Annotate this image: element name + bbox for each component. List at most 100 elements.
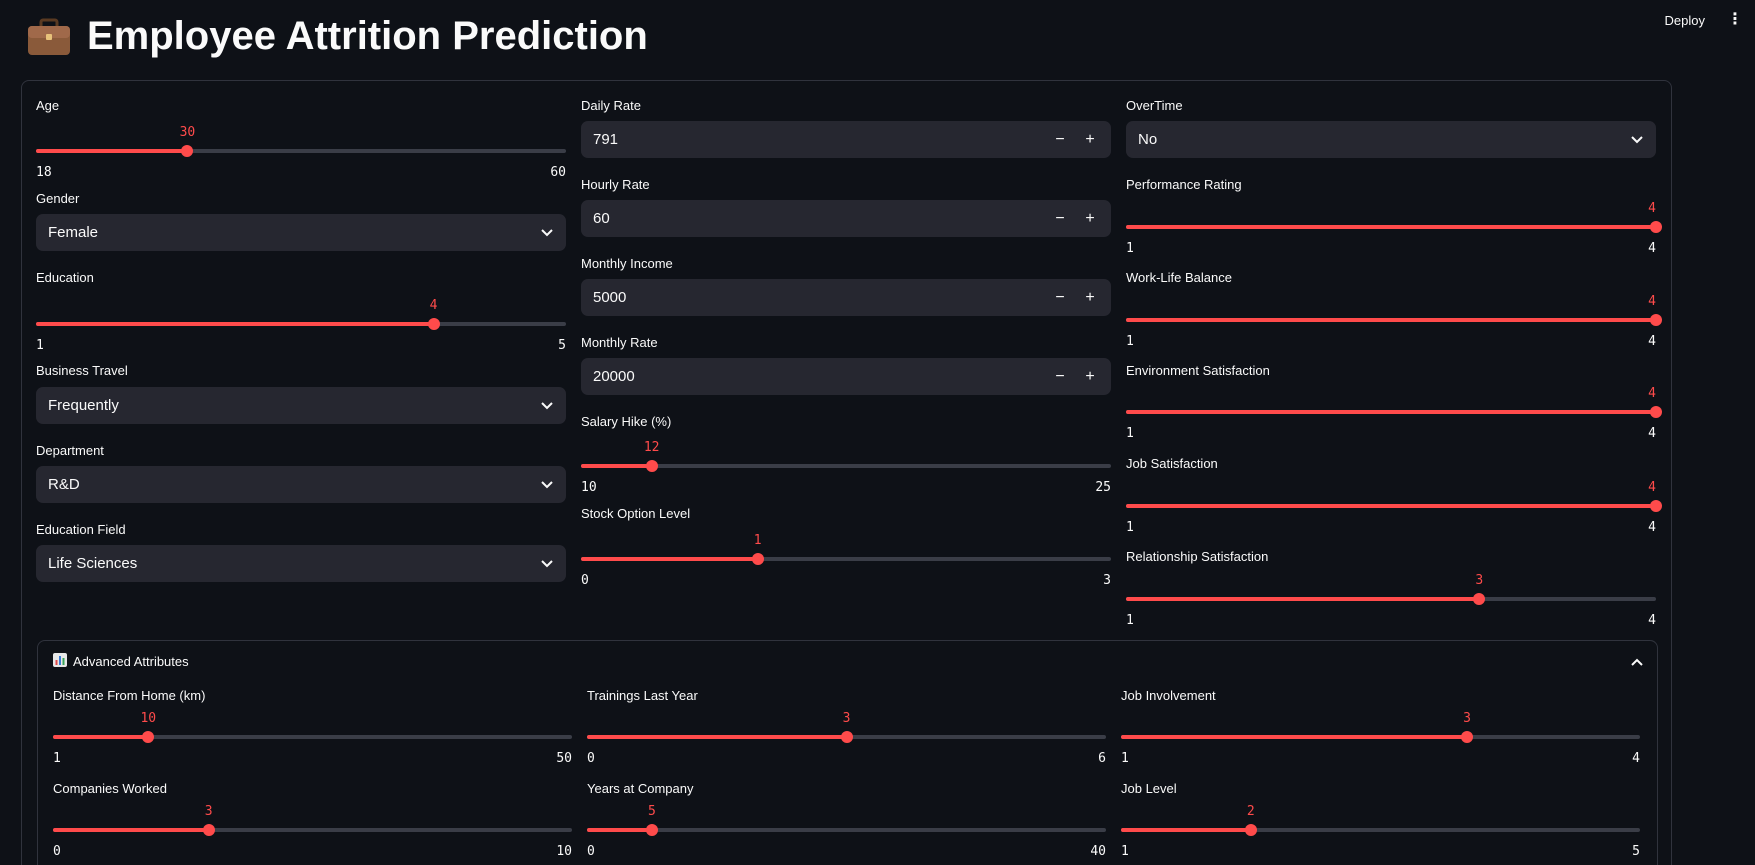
slider-thumb[interactable] [181, 145, 194, 157]
page-heading: Employee Attrition Prediction [87, 14, 648, 58]
slider-thumb[interactable] [1650, 406, 1662, 418]
slider-thumb[interactable] [1473, 593, 1486, 605]
decrement-button[interactable]: − [1055, 367, 1065, 385]
slider-min: 1 [1126, 426, 1134, 441]
chevron-up-icon[interactable] [1631, 653, 1643, 671]
bar-chart-icon [53, 653, 67, 670]
trainings-slider[interactable]: 3 0 6 [587, 707, 1106, 766]
slider-min: 0 [581, 573, 589, 588]
chevron-down-icon [528, 559, 566, 568]
education-field-select[interactable]: Life Sciences [36, 545, 566, 582]
job-satisfaction-label: Job Satisfaction [1126, 456, 1218, 471]
briefcase-icon [27, 18, 71, 56]
slider-fill [581, 464, 652, 468]
business-travel-label: Business Travel [36, 363, 128, 378]
slider-thumb[interactable] [1650, 221, 1662, 233]
deploy-button[interactable]: Deploy [1664, 12, 1705, 28]
monthly-rate-input[interactable]: 20000 − + [581, 358, 1111, 395]
slider-thumb[interactable] [142, 731, 155, 743]
business-travel-select[interactable]: Frequently [36, 387, 566, 424]
slider-track [581, 557, 1111, 561]
years-at-company-label: Years at Company [587, 781, 694, 796]
performance-rating-slider[interactable]: 4 1 4 [1126, 197, 1662, 256]
slider-max: 50 [556, 751, 572, 766]
slider-max: 5 [1632, 844, 1640, 859]
relationship-satisfaction-slider[interactable]: 3 1 4 [1126, 569, 1656, 628]
slider-track [1121, 828, 1640, 832]
slider-min: 1 [1126, 613, 1134, 628]
slider-fill [53, 735, 149, 739]
stock-option-slider[interactable]: 1 0 3 [581, 529, 1111, 588]
slider-thumb[interactable] [202, 824, 215, 836]
department-value: R&D [48, 476, 80, 493]
daily-rate-input[interactable]: 791 − + [581, 121, 1111, 158]
slider-fill [1121, 828, 1251, 832]
daily-rate-value[interactable]: 791 [593, 131, 619, 148]
monthly-rate-value[interactable]: 20000 [593, 368, 635, 385]
environment-satisfaction-slider[interactable]: 4 1 4 [1126, 382, 1662, 441]
slider-max: 3 [1103, 573, 1111, 588]
distance-label: Distance From Home (km) [53, 688, 206, 703]
companies-worked-label: Companies Worked [53, 781, 167, 796]
slider-thumb[interactable] [427, 318, 440, 330]
slider-thumb[interactable] [751, 553, 764, 565]
distance-slider[interactable]: 10 1 50 [53, 707, 572, 766]
overtime-select[interactable]: No [1126, 121, 1656, 158]
slider-track [36, 149, 566, 153]
overtime-label: OverTime [1126, 98, 1183, 113]
slider-thumb[interactable] [1461, 731, 1473, 743]
job-level-slider[interactable]: 2 1 5 [1121, 800, 1640, 859]
decrement-button[interactable]: − [1055, 209, 1065, 227]
hourly-rate-input[interactable]: 60 − + [581, 200, 1111, 237]
education-slider[interactable]: 4 1 5 [36, 294, 566, 353]
chevron-down-icon [528, 480, 566, 489]
job-involvement-slider[interactable]: 3 1 4 [1121, 707, 1640, 766]
slider-max: 4 [1648, 334, 1656, 349]
companies-worked-slider[interactable]: 3 0 10 [53, 800, 572, 859]
slider-thumb[interactable] [645, 824, 658, 836]
slider-fill [36, 149, 188, 153]
slider-fill [1126, 410, 1656, 414]
slider-value: 4 [1648, 386, 1656, 401]
hourly-rate-value[interactable]: 60 [593, 210, 610, 227]
salary-hike-slider[interactable]: 12 10 25 [581, 436, 1111, 495]
slider-fill [1126, 225, 1656, 229]
kebab-menu-icon[interactable]: ⋮ [1727, 11, 1743, 28]
slider-thumb[interactable] [1650, 500, 1662, 512]
slider-min: 0 [587, 844, 595, 859]
expander-header[interactable]: Advanced Attributes [53, 653, 189, 670]
department-label: Department [36, 443, 104, 458]
department-select[interactable]: R&D [36, 466, 566, 503]
gender-select[interactable]: Female [36, 214, 566, 251]
slider-value: 30 [179, 125, 196, 140]
slider-fill [53, 828, 209, 832]
monthly-rate-label: Monthly Rate [581, 335, 658, 350]
increment-button[interactable]: + [1085, 209, 1095, 227]
slider-min: 1 [1126, 334, 1134, 349]
slider-min: 1 [36, 338, 44, 353]
hourly-rate-label: Hourly Rate [581, 177, 650, 192]
job-satisfaction-slider[interactable]: 4 1 4 [1126, 476, 1662, 535]
monthly-income-input[interactable]: 5000 − + [581, 279, 1111, 316]
monthly-income-value[interactable]: 5000 [593, 289, 627, 306]
slider-value: 4 [1648, 294, 1656, 309]
slider-max: 4 [1648, 426, 1656, 441]
gender-value: Female [48, 224, 99, 241]
chevron-down-icon [528, 401, 566, 410]
work-life-balance-slider[interactable]: 4 1 4 [1126, 290, 1662, 349]
decrement-button[interactable]: − [1055, 288, 1065, 306]
slider-thumb[interactable] [645, 460, 658, 472]
work-life-balance-label: Work-Life Balance [1126, 270, 1232, 285]
increment-button[interactable]: + [1085, 367, 1095, 385]
slider-min: 1 [53, 751, 61, 766]
slider-thumb[interactable] [1650, 314, 1662, 326]
slider-max: 6 [1098, 751, 1106, 766]
years-at-company-slider[interactable]: 5 0 40 [587, 800, 1106, 859]
increment-button[interactable]: + [1085, 288, 1095, 306]
increment-button[interactable]: + [1085, 130, 1095, 148]
slider-thumb[interactable] [1244, 824, 1257, 836]
decrement-button[interactable]: − [1055, 130, 1065, 148]
slider-thumb[interactable] [840, 731, 853, 743]
slider-min: 1 [1121, 844, 1129, 859]
age-slider[interactable]: 30 18 60 [36, 121, 566, 180]
